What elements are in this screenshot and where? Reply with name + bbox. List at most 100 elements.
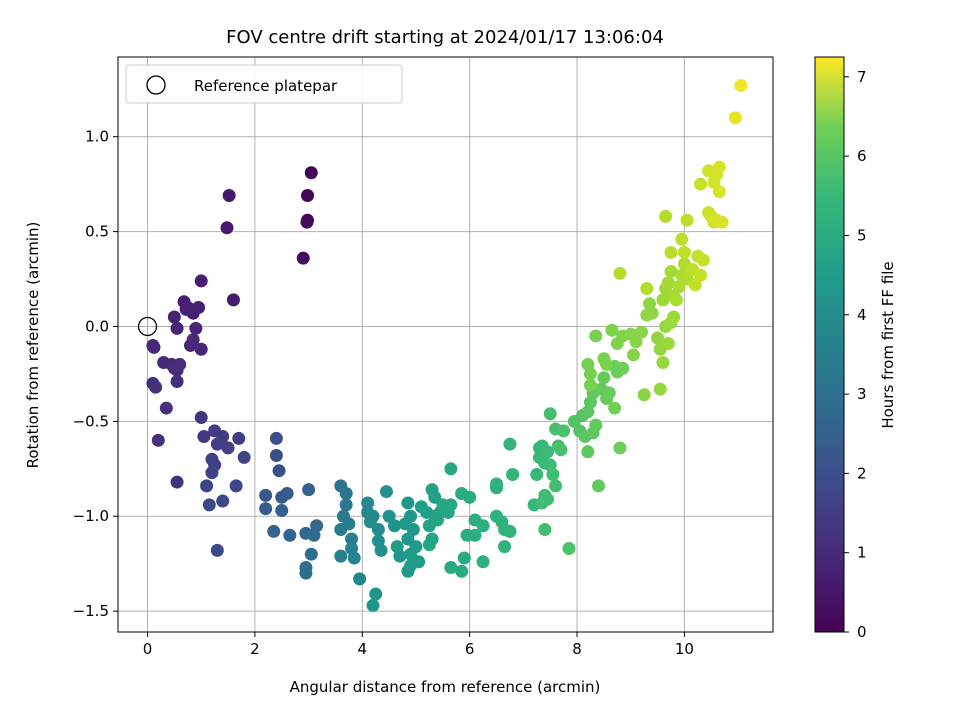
data-point bbox=[664, 245, 678, 259]
colorbar: 0 1 2 3 4 5 6 7 Hours from first FF file bbox=[814, 56, 897, 641]
data-point bbox=[232, 431, 246, 445]
data-point bbox=[192, 300, 206, 314]
x-axis-label: Angular distance from reference (arcmin) bbox=[290, 678, 601, 696]
data-point bbox=[374, 543, 388, 557]
data-point bbox=[503, 524, 517, 538]
data-point bbox=[366, 598, 380, 612]
data-point bbox=[334, 549, 348, 563]
data-point bbox=[538, 523, 552, 537]
data-point bbox=[457, 551, 471, 565]
data-point bbox=[275, 504, 289, 518]
data-point bbox=[629, 335, 643, 349]
data-point bbox=[272, 464, 286, 478]
data-point bbox=[661, 276, 675, 290]
colorbar-label: Hours from first FF file bbox=[879, 261, 897, 428]
data-point bbox=[589, 418, 603, 432]
data-point bbox=[222, 189, 236, 203]
data-point bbox=[237, 450, 251, 464]
data-point bbox=[589, 329, 603, 343]
data-point bbox=[476, 555, 490, 569]
data-point bbox=[406, 523, 420, 537]
data-point bbox=[170, 475, 184, 489]
data-point bbox=[680, 213, 694, 227]
data-point bbox=[600, 357, 614, 371]
data-point bbox=[202, 498, 216, 512]
data-point bbox=[304, 547, 318, 561]
data-point bbox=[554, 443, 568, 457]
x-tick-label: 2 bbox=[250, 640, 260, 658]
data-point bbox=[656, 293, 670, 307]
data-point bbox=[259, 502, 273, 516]
data-point bbox=[170, 321, 184, 335]
y-tick-label: 1.0 bbox=[85, 128, 109, 146]
colorbar-ticks: 0 1 2 3 4 5 6 7 bbox=[844, 68, 867, 641]
data-point bbox=[194, 342, 208, 356]
data-point bbox=[613, 441, 627, 455]
y-axis: −1.5 −1.0 −0.5 0.0 0.5 1.0 bbox=[73, 128, 118, 620]
data-point bbox=[688, 278, 702, 292]
data-point bbox=[194, 411, 208, 425]
data-point bbox=[401, 564, 415, 578]
data-point bbox=[543, 407, 557, 421]
data-point bbox=[583, 378, 597, 392]
data-point bbox=[299, 566, 313, 580]
data-point bbox=[226, 293, 240, 307]
data-point bbox=[535, 496, 549, 510]
data-point bbox=[186, 333, 200, 347]
data-point bbox=[696, 253, 710, 267]
data-point bbox=[581, 445, 595, 459]
data-point bbox=[549, 479, 563, 493]
plot-frame bbox=[117, 56, 774, 633]
data-point bbox=[468, 528, 482, 542]
y-tick-label: 0.0 bbox=[85, 317, 109, 335]
data-point bbox=[167, 310, 181, 324]
data-point bbox=[626, 348, 640, 362]
data-point bbox=[637, 388, 651, 402]
data-point bbox=[334, 523, 348, 537]
data-point bbox=[503, 437, 517, 451]
data-point bbox=[259, 488, 273, 502]
data-point bbox=[221, 441, 235, 455]
data-point bbox=[677, 245, 691, 259]
data-point bbox=[401, 496, 415, 510]
data-point bbox=[694, 268, 708, 282]
data-point bbox=[189, 321, 203, 335]
legend: Reference platepar bbox=[125, 64, 403, 104]
data-point bbox=[151, 433, 165, 447]
data-point bbox=[444, 560, 458, 574]
data-point bbox=[616, 361, 630, 375]
data-point bbox=[476, 519, 490, 533]
data-point bbox=[296, 251, 310, 265]
data-point bbox=[347, 551, 361, 565]
data-point bbox=[422, 538, 436, 552]
colorbar-tick-label: 6 bbox=[857, 147, 867, 165]
data-point bbox=[712, 160, 726, 174]
data-point bbox=[605, 323, 619, 337]
y-tick-label: −1.0 bbox=[73, 507, 109, 525]
data-point bbox=[382, 509, 396, 523]
y-tick-label: −1.5 bbox=[73, 602, 109, 620]
data-point bbox=[390, 540, 404, 554]
data-point bbox=[506, 467, 520, 481]
colorbar-tick-label: 1 bbox=[857, 544, 867, 562]
colorbar-tick-label: 4 bbox=[857, 306, 867, 324]
data-point bbox=[530, 467, 544, 481]
data-point bbox=[656, 356, 670, 370]
data-point bbox=[304, 166, 318, 180]
data-point bbox=[455, 564, 469, 578]
data-point bbox=[694, 177, 708, 191]
data-point bbox=[592, 479, 606, 493]
data-point bbox=[498, 540, 512, 554]
legend-open-circle-marker bbox=[146, 75, 166, 95]
legend-box bbox=[125, 64, 403, 104]
data-point bbox=[634, 325, 648, 339]
data-point bbox=[387, 519, 401, 533]
x-tick-label: 6 bbox=[465, 640, 475, 658]
data-point bbox=[301, 189, 315, 203]
data-point bbox=[361, 496, 375, 510]
data-point bbox=[197, 430, 211, 444]
data-point bbox=[339, 486, 353, 500]
data-point bbox=[734, 78, 748, 92]
colorbar-gradient bbox=[814, 56, 845, 633]
